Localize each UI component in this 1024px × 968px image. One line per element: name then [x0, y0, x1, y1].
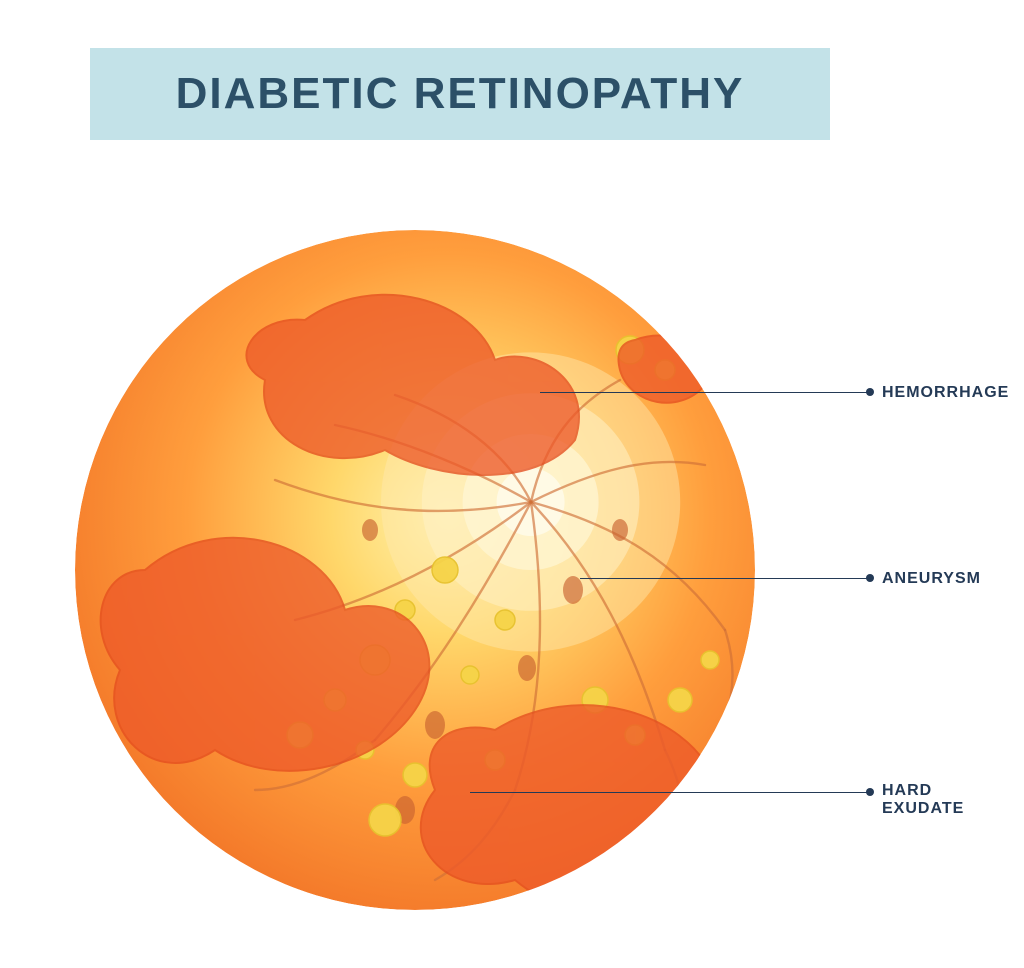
callout-dot-aneurysm: [866, 574, 874, 582]
retina-illustration: [75, 230, 755, 910]
callout-dot-hard-exudate: [866, 788, 874, 796]
callout-label-aneurysm: ANEURYSM: [882, 570, 981, 588]
page-title: DIABETIC RETINOPATHY: [176, 69, 745, 119]
callout-dot-hemorrhage: [866, 388, 874, 396]
retina-svg: [75, 230, 755, 910]
callout-label-hard-exudate: HARD EXUDATE: [882, 782, 964, 818]
title-band: DIABETIC RETINOPATHY: [90, 48, 830, 140]
callout-label-hemorrhage: HEMORRHAGE: [882, 384, 1009, 402]
infographic-stage: { "canvas": { "width": 1024, "height": 9…: [0, 0, 1024, 968]
